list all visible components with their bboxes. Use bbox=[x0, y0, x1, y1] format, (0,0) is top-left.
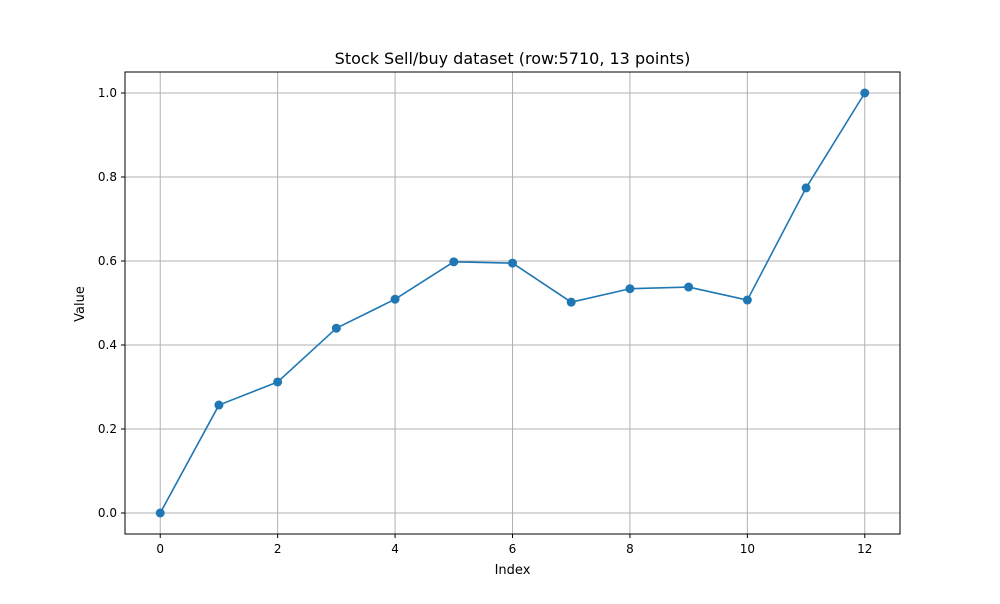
data-point bbox=[155, 508, 165, 518]
grid-lines bbox=[125, 72, 900, 534]
axis-ticks: 0 2 4 6 8 10 12 0.0 0.2 0.4 0.6 0.8 1.0 bbox=[98, 86, 873, 556]
data-point bbox=[508, 258, 517, 268]
data-point bbox=[625, 284, 635, 294]
x-tick-label: 2 bbox=[274, 542, 282, 556]
x-tick-label: 4 bbox=[391, 542, 399, 556]
data-point bbox=[801, 183, 811, 193]
x-tick-label: 12 bbox=[857, 542, 872, 556]
data-point bbox=[214, 400, 224, 410]
y-tick-label: 0.0 bbox=[98, 506, 117, 520]
x-tick-label: 0 bbox=[156, 542, 164, 556]
y-axis-label: Value bbox=[73, 286, 88, 322]
y-tick-label: 0.4 bbox=[98, 338, 117, 352]
data-point bbox=[390, 294, 400, 304]
data-point bbox=[742, 295, 752, 305]
x-axis-label: Index bbox=[495, 563, 531, 578]
data-point bbox=[566, 297, 576, 307]
x-tick-label: 8 bbox=[626, 542, 634, 556]
data-point bbox=[273, 377, 283, 387]
x-tick-label: 10 bbox=[740, 542, 755, 556]
x-tick-label: 6 bbox=[509, 542, 517, 556]
data-point bbox=[331, 323, 341, 333]
y-tick-label: 0.6 bbox=[98, 254, 117, 268]
data-point bbox=[449, 257, 459, 267]
y-tick-label: 0.8 bbox=[98, 170, 117, 184]
chart-title: Stock Sell/buy dataset (row:5710, 13 poi… bbox=[335, 49, 691, 68]
data-point bbox=[860, 88, 870, 98]
data-point bbox=[684, 282, 694, 292]
y-tick-label: 0.2 bbox=[98, 422, 117, 436]
data-series bbox=[155, 88, 870, 518]
y-tick-label: 1.0 bbox=[98, 86, 117, 100]
